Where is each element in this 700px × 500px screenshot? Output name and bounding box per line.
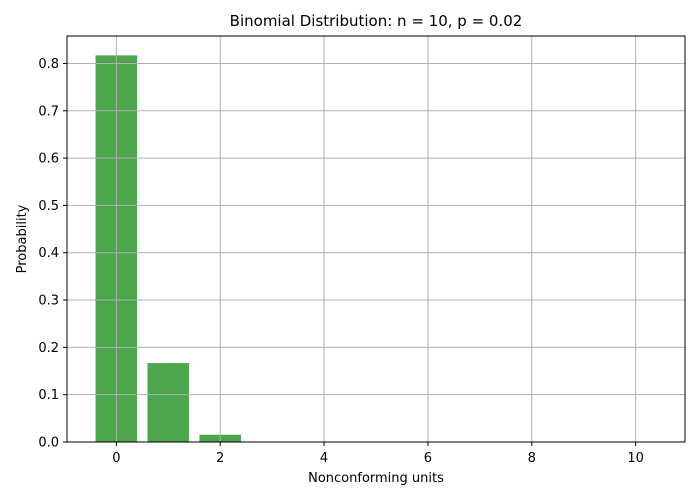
x-axis-label: Nonconforming units (308, 471, 444, 486)
plot-frame (66, 35, 686, 443)
x-tick-label-2: 2 (216, 451, 224, 466)
x-tick-label-10: 10 (627, 451, 644, 466)
y-tick-label-0.7: 0.7 (38, 104, 59, 119)
y-tick-label-0.4: 0.4 (38, 246, 59, 261)
x-tick-label-8: 8 (528, 451, 536, 466)
y-axis-label: Probability (15, 204, 30, 273)
y-tick-label-0.6: 0.6 (38, 152, 59, 167)
chart-title: Binomial Distribution: n = 10, p = 0.02 (230, 12, 523, 30)
x-tick-label-0: 0 (112, 451, 120, 466)
y-tick-label-0.5: 0.5 (38, 199, 59, 214)
x-axis-ticks: 0 2 4 6 8 10 (112, 442, 644, 466)
bars-layer (95, 55, 397, 442)
bar-1 (147, 363, 190, 442)
y-tick-label-0.2: 0.2 (38, 341, 59, 356)
y-axis-ticks: 0.0 0.1 0.2 0.3 0.4 0.5 0.6 0.7 0.8 (38, 57, 67, 451)
x-tick-label-4: 4 (320, 451, 328, 466)
y-tick-label-0.8: 0.8 (38, 57, 59, 72)
y-tick-label-0.3: 0.3 (38, 294, 59, 309)
x-tick-label-6: 6 (424, 451, 432, 466)
y-tick-label-0.0: 0.0 (38, 436, 59, 451)
y-tick-label-0.1: 0.1 (38, 388, 59, 403)
